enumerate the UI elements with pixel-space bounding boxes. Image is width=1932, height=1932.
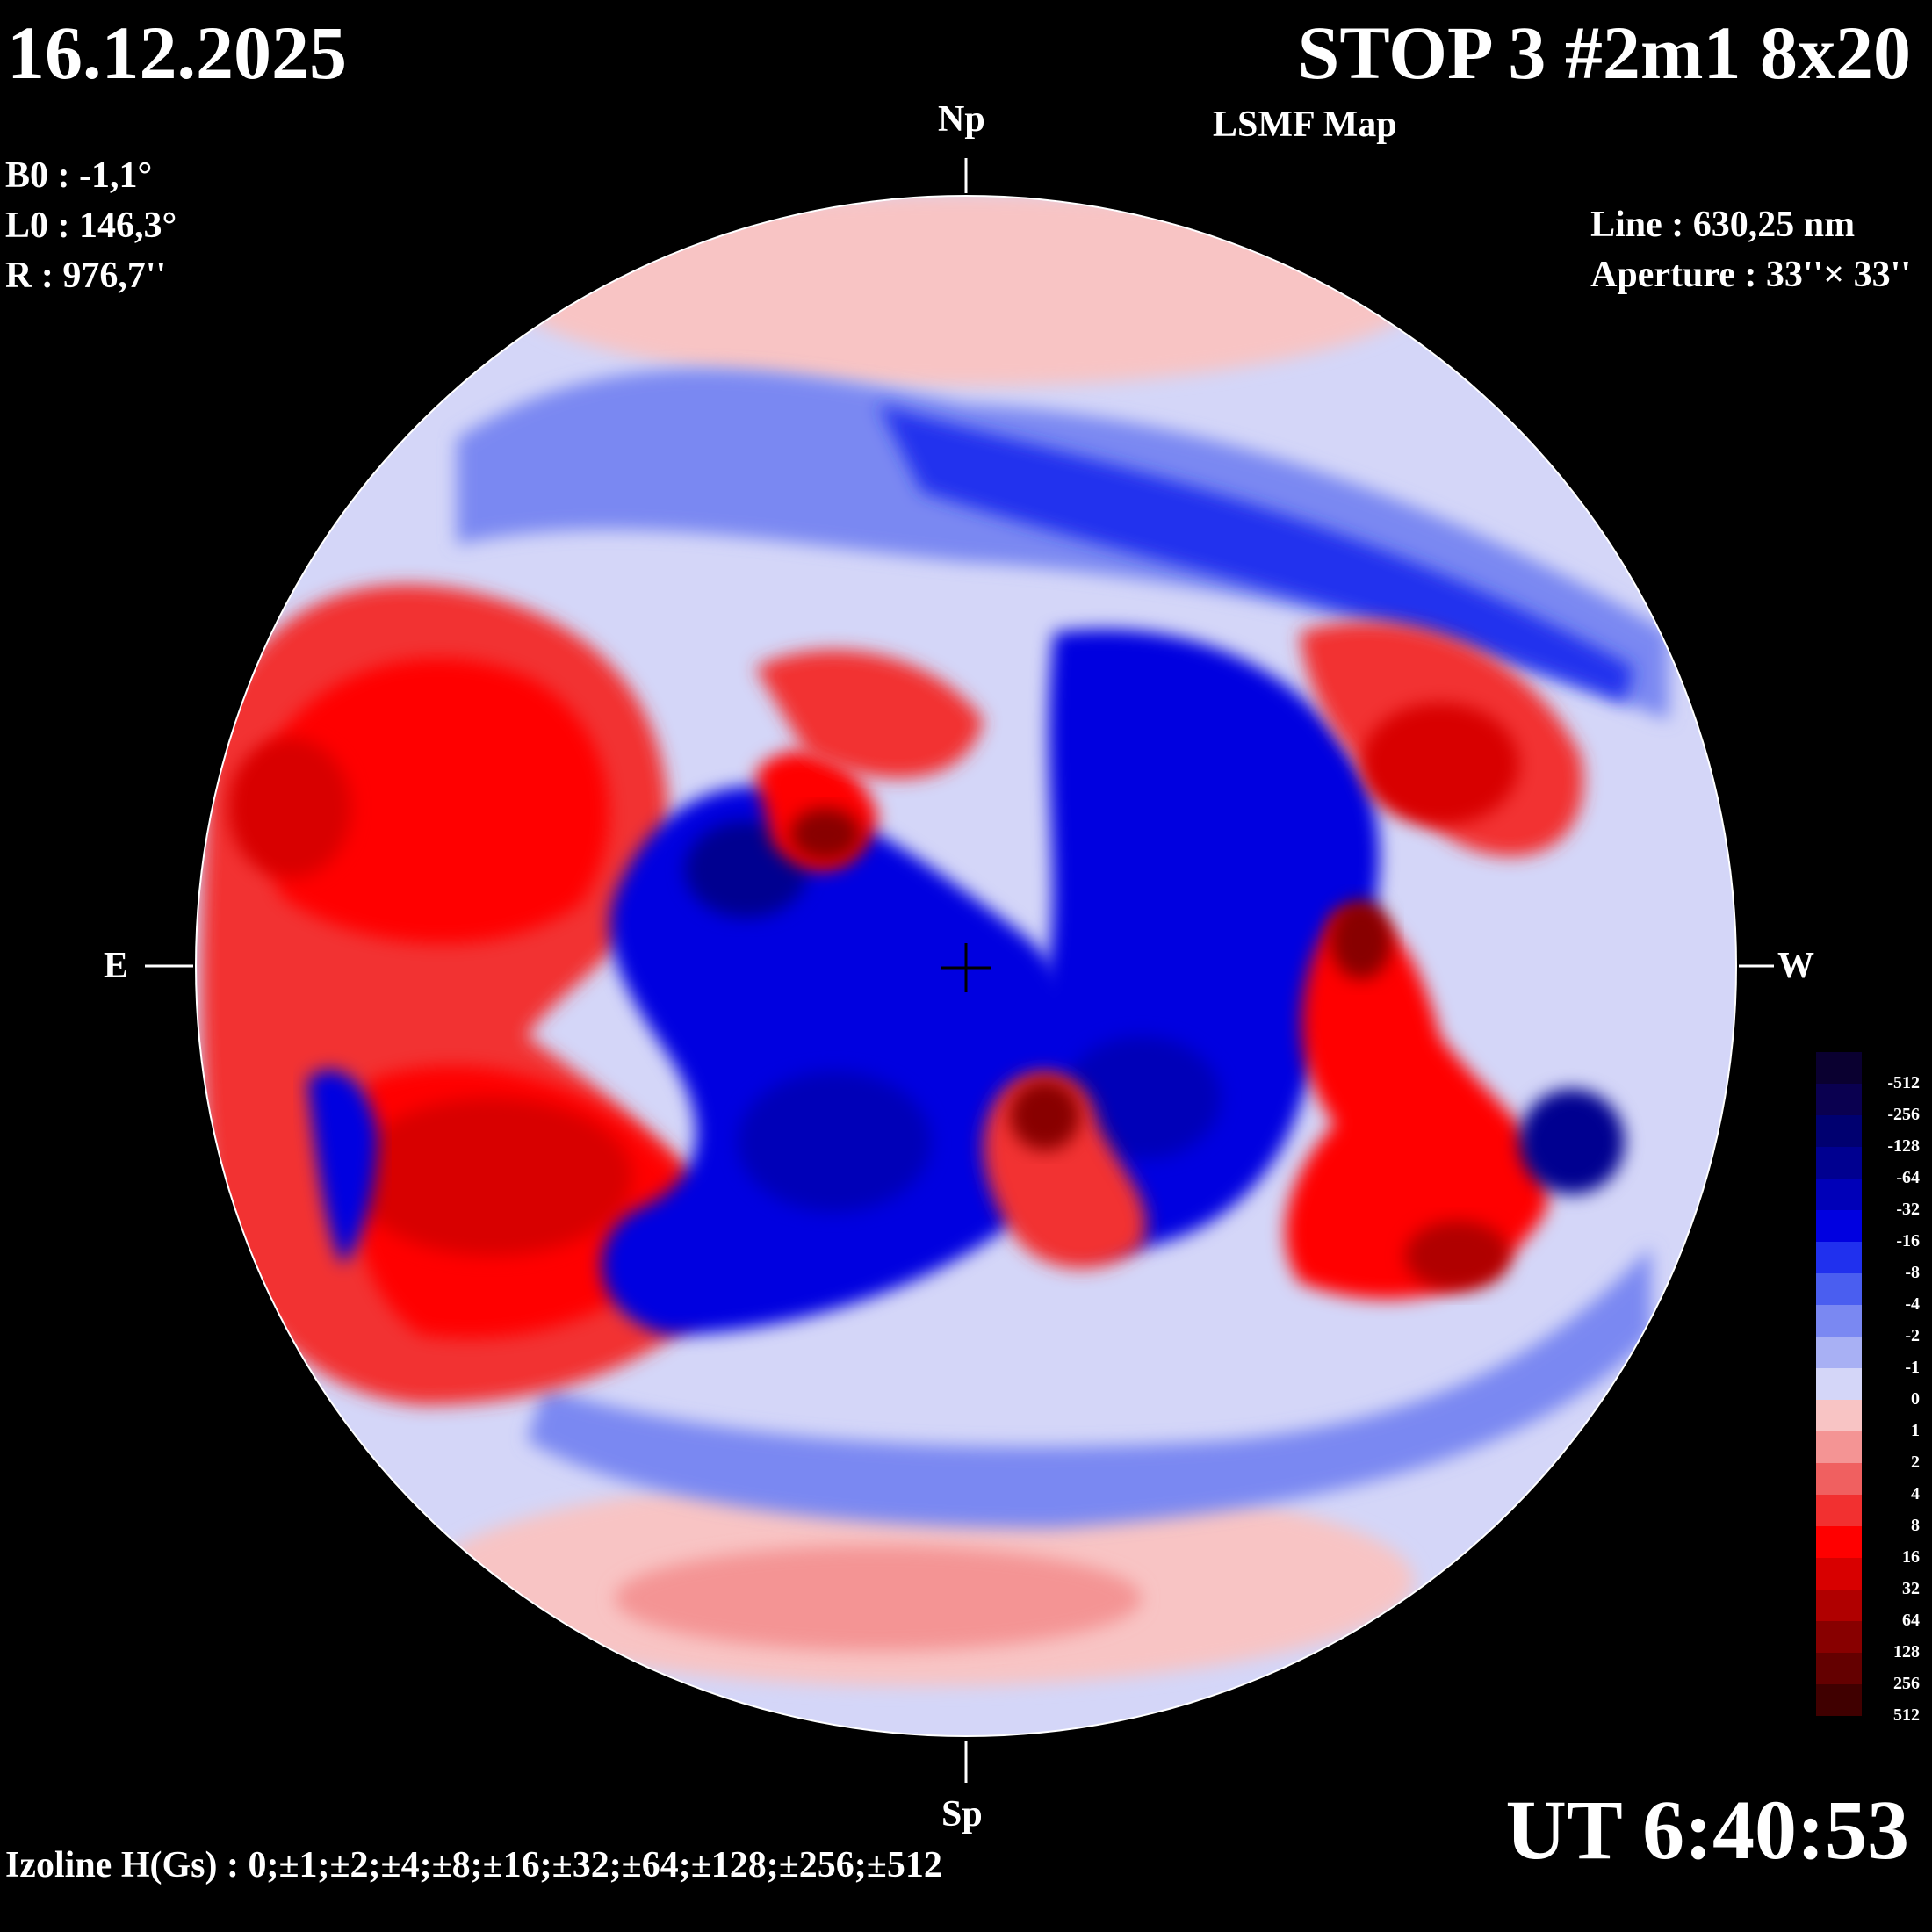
- legend-label: -8: [1905, 1263, 1920, 1282]
- legend-swatch: [1816, 1431, 1862, 1463]
- legend-swatch: [1816, 1242, 1862, 1273]
- legend-swatch: [1816, 1463, 1862, 1495]
- map-title: STOP 3 #2m1 8x20: [1297, 11, 1911, 95]
- instrument-info: Line : 630,25 nm Aperture : 33''× 33'': [1590, 200, 1911, 300]
- legend-label: -16: [1896, 1231, 1920, 1251]
- legend-swatch: [1816, 1210, 1862, 1242]
- legend-swatch: [1816, 1147, 1862, 1179]
- color-legend: -512 -256 -128 -64 -32 -16 -8 -4 -2 -1 0 1 2 4 8 16 32 64…: [1816, 1052, 1921, 1755]
- center-cross: [941, 943, 991, 992]
- legend-label: -1: [1905, 1358, 1920, 1377]
- legend-label: 32: [1902, 1579, 1920, 1598]
- observation-parameters: B0 : -1,1° L0 : 146,3° R : 976,7'': [5, 151, 177, 301]
- legend-swatch: [1816, 1495, 1862, 1526]
- radius-value: R : 976,7'': [5, 256, 167, 296]
- legend-swatch: [1816, 1653, 1862, 1684]
- l0-value: L0 : 146,3°: [5, 205, 177, 246]
- spectral-line: Line : 630,25 nm: [1590, 205, 1856, 245]
- north-pole-label: Np: [938, 99, 985, 140]
- legend-swatch: [1816, 1400, 1862, 1431]
- legend-swatch: [1816, 1684, 1862, 1716]
- legend-label: 8: [1911, 1516, 1920, 1535]
- east-label: E: [104, 946, 129, 986]
- legend-label: 1: [1911, 1421, 1920, 1440]
- legend-swatch: [1816, 1115, 1862, 1147]
- b0-value: B0 : -1,1°: [5, 155, 153, 196]
- legend-swatch: [1816, 1305, 1862, 1337]
- west-label: W: [1777, 946, 1814, 986]
- legend-swatch: [1816, 1273, 1862, 1305]
- legend-swatch: [1816, 1558, 1862, 1590]
- axis-ticks: [145, 158, 1774, 1783]
- legend-swatch: [1816, 1621, 1862, 1653]
- legend-label: -512: [1887, 1073, 1920, 1092]
- legend-swatch: [1816, 1590, 1862, 1621]
- legend-swatch: [1816, 1084, 1862, 1115]
- legend-swatch: [1816, 1179, 1862, 1210]
- legend-label: 0: [1911, 1389, 1920, 1409]
- legend-label: 512: [1893, 1705, 1920, 1725]
- legend-label: 4: [1911, 1484, 1920, 1503]
- legend-swatch: [1816, 1368, 1862, 1400]
- legend-swatch: [1816, 1337, 1862, 1368]
- map-subtitle: LSMF Map: [1213, 105, 1397, 145]
- legend-label: 16: [1902, 1547, 1920, 1567]
- legend-label: -64: [1896, 1168, 1920, 1187]
- aperture-size: Aperture : 33''× 33'': [1590, 255, 1911, 295]
- legend-label: 64: [1902, 1611, 1920, 1630]
- legend-swatch: [1816, 1052, 1862, 1084]
- izoline-levels: Izoline H(Gs) : 0;±1;±2;±4;±8;±16;±32;±6…: [5, 1845, 942, 1885]
- legend-label: -256: [1887, 1105, 1920, 1124]
- ut-time: UT 6:40:53: [1505, 1783, 1909, 1877]
- legend-label: 2: [1911, 1453, 1920, 1472]
- legend-swatch: [1816, 1526, 1862, 1558]
- legend-label: 256: [1893, 1674, 1920, 1693]
- south-pole-label: Sp: [941, 1794, 983, 1835]
- legend-label: -128: [1887, 1136, 1920, 1156]
- solar-disk: [197, 197, 1735, 1735]
- legend-label: -4: [1905, 1294, 1920, 1314]
- legend-label: -32: [1896, 1200, 1920, 1219]
- observation-date: 16.12.2025: [7, 11, 347, 95]
- legend-label: 128: [1893, 1642, 1920, 1662]
- legend-label: -2: [1905, 1326, 1920, 1345]
